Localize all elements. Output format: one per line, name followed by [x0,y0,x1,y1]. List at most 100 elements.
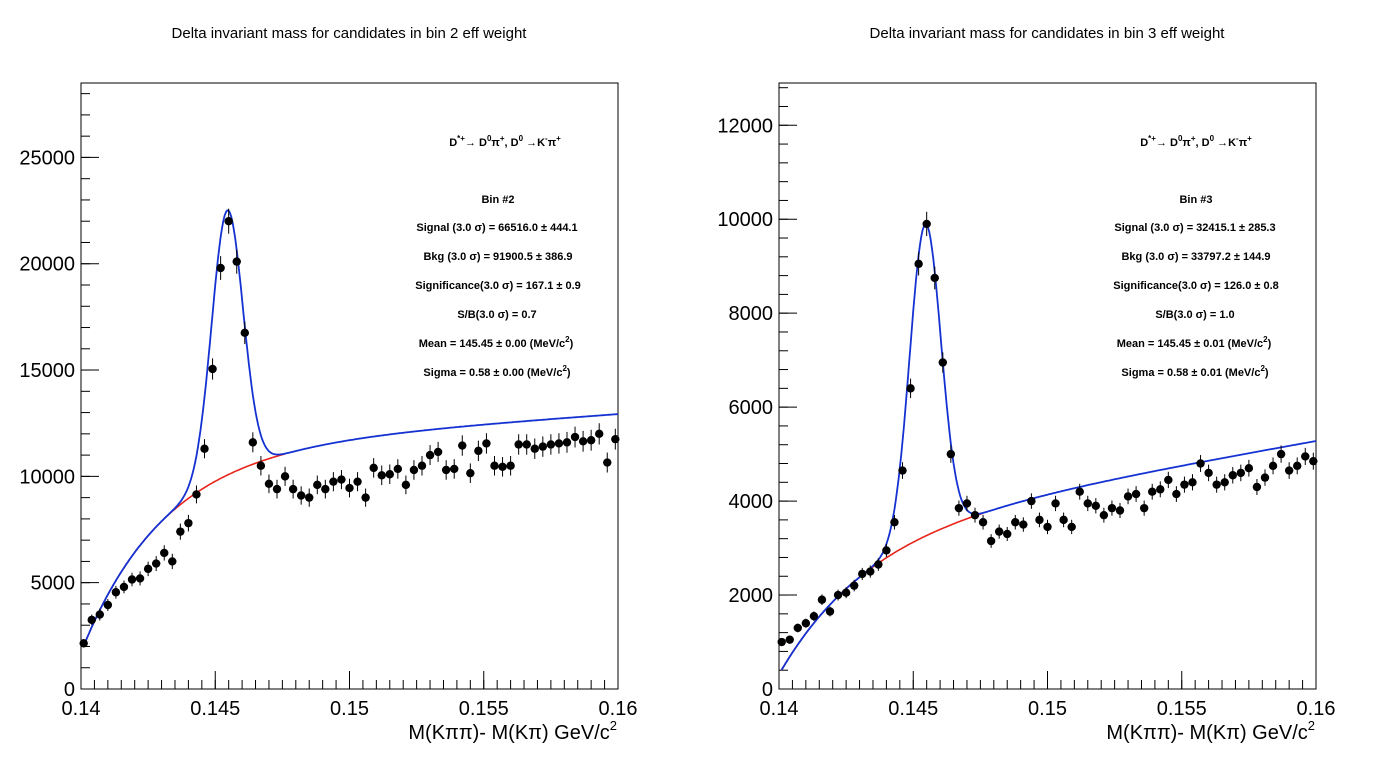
data-point [160,545,169,561]
data-point [530,438,539,459]
stat-sb: S/B(3.0 σ) = 1.0 [1155,309,1234,321]
data-point [232,249,241,274]
data-point [882,543,891,558]
data-point [1091,498,1101,514]
data-point [841,587,851,599]
data-point [1043,519,1052,535]
data-point [337,469,346,490]
data-point [385,464,394,485]
data-point [143,561,153,577]
y-tick-label: 5000 [31,573,76,595]
data-point [1276,445,1286,463]
data-point [256,455,266,476]
data-point [119,580,129,594]
data-point [554,433,564,454]
stat-sigma: Sigma = 0.58 ± 0.00 (MeV/c2) [423,364,570,379]
data-point [1309,452,1318,470]
data-points-bin3 [777,211,1318,647]
total-fit-curve-bin2 [82,209,619,647]
data-point [425,445,435,466]
data-point [586,429,596,451]
stat-mean: Mean = 145.45 ± 0.00 (MeV/c2) [419,335,574,350]
data-point [833,589,843,601]
data-point [1083,495,1092,512]
data-point [135,571,145,586]
data-point [578,430,588,452]
data-point [1301,447,1310,466]
data-point [777,637,786,647]
data-point [224,208,233,234]
data-point [1003,526,1012,541]
data-point [192,485,201,504]
stat-sb: S/B(3.0 σ) = 0.7 [457,309,536,321]
data-point [95,608,104,621]
data-point [825,606,835,617]
data-point [938,352,947,373]
data-point [458,435,467,456]
x-tick-label: 0.14 [760,698,799,720]
stats-box-bin2: D*+→ D0π+, D0 →K-π+ Bin #2 Signal (3.0 σ… [415,134,581,379]
data-point [87,614,96,626]
data-point [801,618,811,628]
data-point [216,256,225,280]
stat-bin-label: Bin #3 [1179,194,1212,206]
data-point [409,460,419,480]
data-point [1244,459,1254,477]
data-point [79,639,88,648]
stat-bkg: Bkg (3.0 σ) = 33797.2 ± 144.9 [1121,251,1270,263]
data-point [111,585,121,599]
data-point [401,475,411,495]
data-point [466,463,475,483]
data-point [1188,474,1197,491]
data-point [817,594,827,606]
x-tick-label: 0.15 [1028,698,1067,720]
data-point [611,428,620,450]
y-tick-label: 20000 [19,254,75,276]
data-point [272,479,282,499]
data-point [1059,512,1068,528]
y-tick-label: 2000 [729,585,774,607]
x-tick-label: 0.16 [1297,698,1336,720]
data-point [954,500,964,516]
x-tick-label: 0.155 [459,698,509,720]
background-curve [781,512,984,671]
data-point [361,488,370,507]
data-point [962,495,972,512]
data-point [514,434,523,455]
data-point [184,514,193,532]
decay-label-bin3: D*+→ D0π+, D0 →K-π+ [1140,134,1252,149]
data-point [1204,464,1213,482]
data-point [930,266,939,290]
data-point [1011,514,1020,530]
stat-signal: Signal (3.0 σ) = 66516.0 ± 444.1 [416,222,577,234]
data-point [970,507,980,523]
x-tick-label: 0.16 [599,698,638,720]
data-point [345,478,354,498]
background-fit-curve-bin2 [82,453,286,647]
plot-panel-bin2: Delta invariant mass for candidates in b… [19,25,637,744]
data-point [450,459,459,479]
data-point [914,252,923,276]
data-point [890,514,899,530]
data-point [417,455,427,476]
y-tick-label: 15000 [19,360,75,382]
data-point [858,567,867,580]
data-point [785,635,794,644]
y-tick-label: 0 [64,679,75,701]
data-point [329,472,338,492]
plot-panel-bin3: Delta invariant mass for candidates in b… [717,25,1335,744]
x-tick-label: 0.145 [190,698,240,720]
data-point [498,457,507,477]
data-points-bin2 [79,208,620,648]
axis-ticks-bin2: 0.14 0.145 0.15 0.155 0.16 0 5000 10000 15000 200… [19,93,638,720]
data-point [1051,495,1060,512]
data-point [866,565,875,578]
data-point [208,358,217,380]
data-point [490,455,499,476]
data-point [849,579,859,592]
x-axis-label-bin2: M(Kππ)- M(Kπ) GeV/c2 [408,718,617,744]
stat-mean: Mean = 145.45 ± 0.01 (MeV/c2) [1117,335,1272,350]
x-tick-label: 0.145 [888,698,938,720]
data-point [151,556,161,571]
